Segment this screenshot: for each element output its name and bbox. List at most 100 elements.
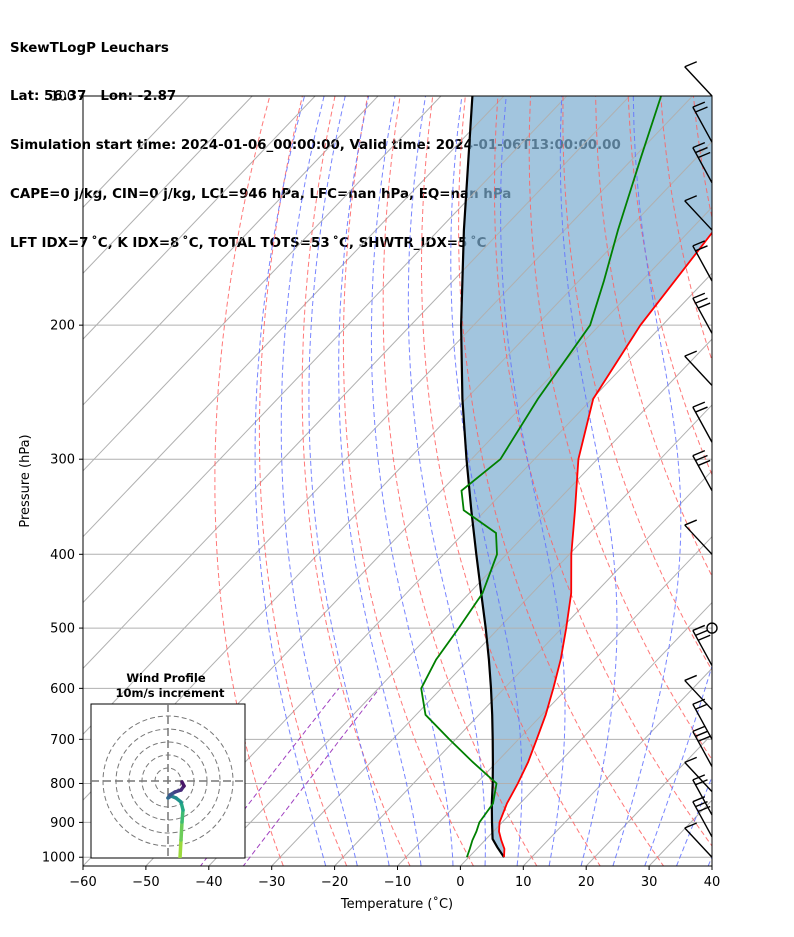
dewpoint-line (420, 96, 662, 858)
moist-adiabat (280, 96, 358, 866)
barb-flag (684, 350, 698, 357)
barb-flag (684, 674, 698, 682)
barb-staff (692, 245, 713, 282)
barb-flag (695, 406, 708, 413)
x-tick-label: 0 (456, 875, 464, 890)
moist-adiabat (707, 855, 712, 866)
wind-barb (684, 756, 713, 793)
indices-line: LFT IDX=7 ˚C, K IDX=8 ˚C, TOTAL TOTS=53 … (10, 236, 487, 252)
isotherm (522, 667, 712, 866)
background-lines (83, 96, 794, 873)
wind-barb (684, 61, 713, 97)
barb-flag (695, 629, 708, 637)
barb-staff (692, 106, 713, 143)
isotherm (396, 535, 712, 866)
barb-flag (692, 725, 706, 733)
barb-staff (684, 827, 713, 858)
barb-staff (692, 731, 713, 767)
barb-flag (695, 703, 708, 710)
dry-adiabat (382, 96, 538, 866)
wind-barb (684, 822, 713, 858)
x-tick-label: 20 (578, 875, 595, 890)
isotherm (83, 96, 568, 604)
dry-adiabat (759, 96, 794, 873)
barb-flag (684, 195, 698, 202)
isotherm (459, 601, 712, 866)
x-tick-label: −20 (321, 875, 348, 890)
y-tick-label: 700 (50, 733, 75, 748)
profile-lines (420, 96, 712, 858)
barb-flag (695, 730, 708, 737)
x-tick-label: −40 (195, 875, 222, 890)
isotherm (83, 96, 316, 340)
barb-flag (684, 756, 698, 764)
dry-adiabat (595, 96, 712, 578)
wind-barb (692, 101, 713, 143)
wind-barb (692, 292, 713, 334)
dry-adiabat (258, 96, 348, 866)
barb-staff (692, 455, 713, 492)
barb-flag (695, 297, 708, 304)
barb-flag (697, 302, 711, 309)
barb-flag (695, 779, 708, 786)
hodograph-title: Wind Profile (126, 671, 206, 685)
wind-barb (692, 401, 713, 443)
barb-staff (692, 406, 713, 443)
dry-adiabat (301, 96, 411, 866)
barb-flag (695, 106, 708, 113)
x-tick-label: −50 (132, 875, 159, 890)
temperature-line (498, 231, 712, 858)
barb-flag (692, 240, 706, 247)
barb-staff (684, 524, 713, 555)
wind-barb (692, 449, 713, 492)
isotherm (585, 733, 712, 866)
hodo-trace (180, 808, 185, 824)
moist-adiabat (500, 96, 566, 866)
y-tick-label: 200 (50, 319, 75, 334)
x-tick-label: 30 (641, 875, 658, 890)
moist-adiabat (559, 96, 618, 866)
barb-flag (695, 245, 708, 252)
hodograph-inset: Wind Profile 10m/s increment (90, 671, 246, 859)
isotherm (83, 96, 253, 274)
barb-flag (692, 401, 706, 408)
dry-adiabat (420, 96, 601, 866)
location-line: Lat: 56.37 Lon: -2.87 (10, 89, 177, 105)
wind-barb (692, 624, 713, 666)
isotherm (333, 470, 712, 866)
wind-barb (692, 698, 713, 740)
x-tick-label: 40 (704, 875, 721, 890)
barb-flag (697, 459, 711, 467)
barb-staff (692, 801, 713, 838)
moist-adiabat (308, 96, 390, 866)
moist-adiabat (675, 775, 712, 866)
dry-adiabat (528, 96, 712, 761)
y-tick-label: 300 (50, 453, 75, 468)
barb-flag (697, 735, 711, 742)
barb-flag (697, 805, 711, 813)
moist-adiabat (644, 664, 712, 866)
wind-barb (684, 350, 713, 386)
barb-flag (697, 151, 711, 159)
barb-flag (692, 101, 706, 108)
mixing-ratio-line (242, 688, 380, 866)
barb-staff (692, 297, 713, 334)
barb-flag (692, 292, 706, 299)
y-tick-label: 500 (50, 622, 75, 637)
hodograph-subtitle: 10m/s increment (116, 686, 225, 700)
barb-flag (692, 698, 706, 705)
y-tick-label: 1000 (42, 851, 75, 866)
dry-adiabat (458, 96, 665, 866)
x-tick-label: 10 (515, 875, 532, 890)
moist-adiabat (370, 96, 454, 866)
dry-adiabat (214, 96, 284, 866)
isotherm (83, 96, 693, 735)
isotherm (271, 404, 712, 866)
y-tick-label: 100 (50, 90, 75, 105)
isotherm (145, 272, 712, 866)
wind-barb (692, 141, 713, 184)
mixing-ratio-line (199, 688, 340, 866)
barb-flag (695, 454, 708, 462)
moist-adiabat (338, 96, 422, 866)
